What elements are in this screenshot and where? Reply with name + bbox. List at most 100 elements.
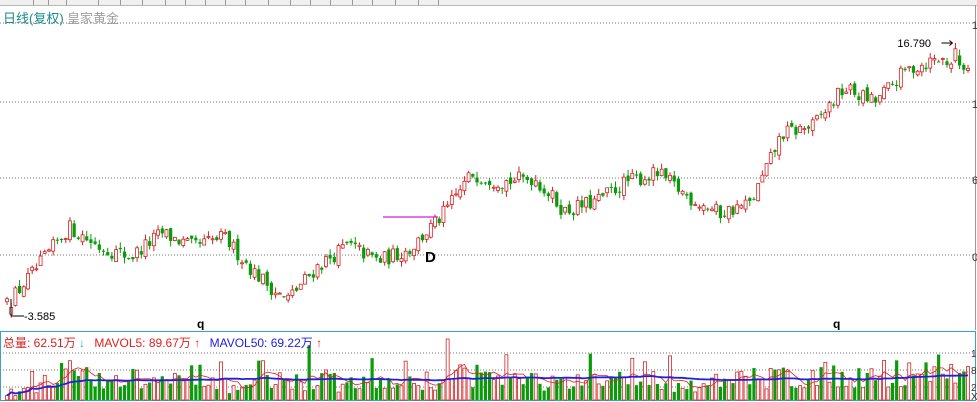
toolbar-divider (98, 0, 99, 5)
candle-body (47, 249, 51, 252)
candle-body (609, 186, 613, 188)
volume-bar (357, 388, 362, 401)
volume-bar (571, 386, 576, 400)
toolbar-divider (418, 0, 419, 5)
volume-bar (550, 375, 555, 401)
candle-body (122, 251, 127, 258)
volume-bar (731, 383, 735, 400)
volume-bar (345, 382, 349, 400)
candle-body (248, 263, 252, 275)
toolbar-divider (185, 0, 186, 5)
candle-body (584, 197, 589, 208)
candle-body (706, 208, 710, 210)
volume-bar (97, 373, 101, 400)
candle-body (445, 204, 450, 207)
volume-bar (164, 380, 169, 401)
volume-bar (949, 364, 954, 401)
candle-body (949, 63, 954, 69)
period-marker-right: q (833, 317, 840, 330)
volume-bar (710, 377, 714, 401)
candle-body (966, 67, 970, 71)
candle-body (945, 61, 949, 65)
candle-body (345, 241, 349, 244)
candle-body (169, 228, 173, 241)
candle-body (382, 251, 387, 263)
candle-body (202, 238, 207, 246)
candle-body (512, 180, 517, 183)
candle-body (424, 234, 429, 240)
volume-bar (815, 385, 819, 401)
candle-body (626, 175, 630, 182)
volume-bar (378, 378, 383, 400)
volume-bar (47, 385, 51, 401)
volume-bar (601, 385, 605, 400)
candle-body (428, 223, 433, 238)
volume-bar (391, 387, 395, 401)
toolbar-divider (165, 0, 166, 5)
mavol5-arrow: ↑ (194, 336, 201, 350)
volume-bar (832, 365, 836, 400)
volume-bar (252, 379, 257, 401)
volume-bar (273, 384, 278, 401)
volume-bar (664, 383, 668, 400)
axis-tick-label: 6 (972, 175, 977, 187)
volume-bar (701, 383, 706, 401)
volume-chart[interactable]: 1 8 2X (0, 331, 977, 402)
volume-bar (257, 360, 261, 400)
candle-body (735, 204, 740, 214)
volume-bar (298, 381, 303, 401)
candle-body (710, 208, 714, 211)
candle-body (819, 113, 823, 115)
candle-body (701, 205, 706, 211)
candle-body (378, 258, 383, 263)
volume-bar (915, 373, 920, 401)
volume-bar (517, 378, 521, 401)
candle-body (848, 84, 853, 91)
candle-body (349, 240, 353, 243)
candle-body (21, 286, 26, 297)
volume-bar (937, 354, 941, 400)
candle-body (580, 200, 584, 208)
volume-bar (512, 374, 517, 401)
volume-bar (639, 381, 643, 400)
candle-body (320, 267, 324, 270)
toolbar-divider (290, 0, 291, 5)
candle-body (181, 238, 186, 246)
candle-body (353, 242, 357, 245)
candle-body (131, 257, 135, 260)
toolbar-divider (330, 0, 331, 5)
volume-bar (508, 377, 513, 400)
volume-bar (198, 364, 202, 400)
candlestick-chart[interactable]: 1 1 6 0 Dq q 16.790 -3.585 (0, 5, 977, 330)
volume-bar (85, 367, 89, 400)
volume-bar (395, 384, 399, 400)
volume-bar (928, 381, 933, 401)
volume-bar (605, 380, 610, 401)
volume-bar (533, 373, 538, 401)
candle-body (190, 235, 194, 239)
volume-bar (294, 374, 299, 400)
candle-body (34, 268, 39, 271)
candle-body (164, 229, 169, 238)
volume-bar (810, 369, 815, 401)
volume-bar (932, 366, 937, 401)
candle-body (370, 252, 374, 255)
toolbar-divider (438, 0, 439, 5)
candle-body (160, 228, 164, 234)
candle-body (315, 264, 320, 278)
candle-body (26, 273, 30, 290)
volume-bar (836, 386, 840, 401)
candle-body (592, 198, 597, 210)
candle-body (324, 256, 328, 267)
candle-body (177, 239, 181, 245)
volume-bar (236, 389, 240, 400)
volume-bar (290, 388, 295, 401)
candle-body (726, 206, 731, 220)
candle-body (937, 61, 941, 63)
period-label[interactable]: 日线(复权) (3, 11, 64, 26)
candle-body (471, 173, 475, 177)
candle-body (466, 172, 471, 183)
volume-bar (806, 379, 811, 400)
volume-bar (315, 385, 320, 401)
candle-body (861, 90, 865, 104)
